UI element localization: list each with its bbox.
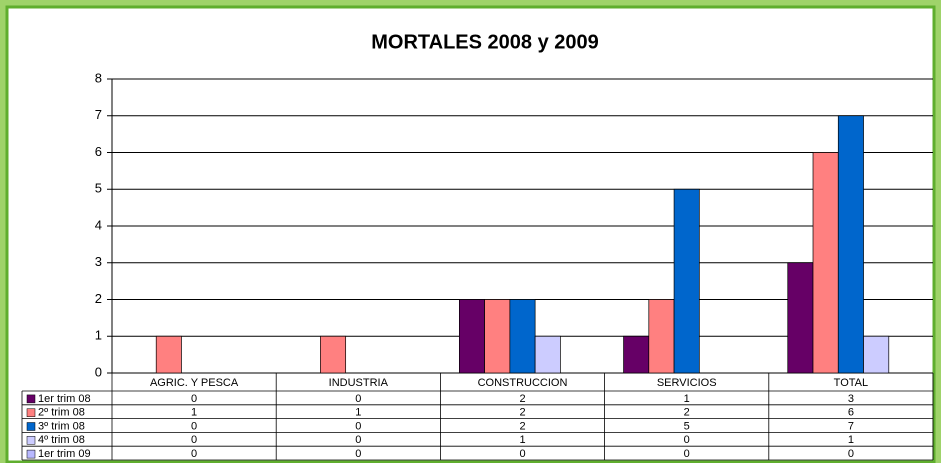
bar bbox=[673, 188, 700, 374]
bar bbox=[837, 115, 864, 374]
table-value: 1 bbox=[684, 393, 690, 405]
y-tick-label: 8 bbox=[95, 70, 102, 85]
x-tick-label: TOTAL bbox=[834, 377, 868, 389]
bar bbox=[458, 299, 485, 374]
bar bbox=[484, 299, 511, 374]
table-value: 0 bbox=[191, 393, 197, 405]
legend-key bbox=[26, 436, 36, 445]
x-tick-label: CONSTRUCCION bbox=[478, 377, 568, 389]
table-value: 5 bbox=[684, 420, 690, 432]
bar bbox=[863, 335, 890, 374]
chart-title: MORTALES 2008 y 2009 bbox=[371, 31, 599, 53]
table-value: 7 bbox=[848, 420, 854, 432]
y-tick-label: 1 bbox=[95, 328, 102, 343]
table-value: 0 bbox=[355, 448, 361, 460]
table-value: 0 bbox=[191, 448, 197, 460]
table-value: 0 bbox=[848, 448, 854, 460]
table-value: 0 bbox=[684, 434, 690, 446]
table-value: 0 bbox=[191, 420, 197, 432]
y-tick-label: 6 bbox=[95, 144, 102, 159]
table-value: 1 bbox=[848, 434, 854, 446]
table-value: 2 bbox=[519, 393, 525, 405]
chart-area bbox=[5, 5, 936, 463]
bar bbox=[509, 299, 536, 374]
y-tick-label: 0 bbox=[95, 364, 102, 379]
table-value: 2 bbox=[519, 407, 525, 419]
table-value: 0 bbox=[355, 420, 361, 432]
table-value: 2 bbox=[519, 420, 525, 432]
y-tick-label: 3 bbox=[95, 254, 102, 269]
y-tick-label: 4 bbox=[95, 217, 102, 232]
table-value: 0 bbox=[519, 448, 525, 460]
x-tick-label: INDUSTRIA bbox=[329, 377, 389, 389]
x-tick-label: SERVICIOS bbox=[657, 377, 717, 389]
legend-key bbox=[26, 422, 36, 431]
bar bbox=[534, 335, 561, 374]
legend-label: 3º trim 08 bbox=[38, 420, 85, 432]
bar bbox=[155, 335, 182, 374]
legend-label: 2º trim 08 bbox=[38, 407, 85, 419]
y-tick-label: 7 bbox=[95, 107, 102, 122]
legend-key bbox=[26, 394, 36, 404]
table-value: 0 bbox=[355, 393, 361, 405]
y-tick-label: 2 bbox=[95, 291, 102, 306]
table-value: 0 bbox=[191, 434, 197, 446]
legend-key bbox=[26, 408, 36, 417]
bar bbox=[648, 299, 675, 374]
table-value: 6 bbox=[848, 407, 854, 419]
x-tick-label: AGRIC. Y PESCA bbox=[150, 377, 239, 389]
y-tick-label: 5 bbox=[95, 181, 102, 196]
bar bbox=[812, 152, 839, 374]
legend-label: 1er trim 08 bbox=[38, 393, 91, 405]
table-value: 1 bbox=[191, 407, 197, 419]
table-value: 0 bbox=[355, 434, 361, 446]
table-value: 0 bbox=[684, 448, 690, 460]
bar bbox=[320, 335, 347, 374]
bar bbox=[787, 262, 814, 374]
table-value: 2 bbox=[684, 407, 690, 419]
table-value: 3 bbox=[848, 393, 854, 405]
legend-label: 4º trim 08 bbox=[38, 434, 85, 446]
table-value: 1 bbox=[519, 434, 525, 446]
legend-label: 1er trim 09 bbox=[38, 448, 91, 460]
bar bbox=[623, 335, 650, 374]
legend-key bbox=[26, 449, 36, 459]
table-value: 1 bbox=[355, 407, 361, 419]
